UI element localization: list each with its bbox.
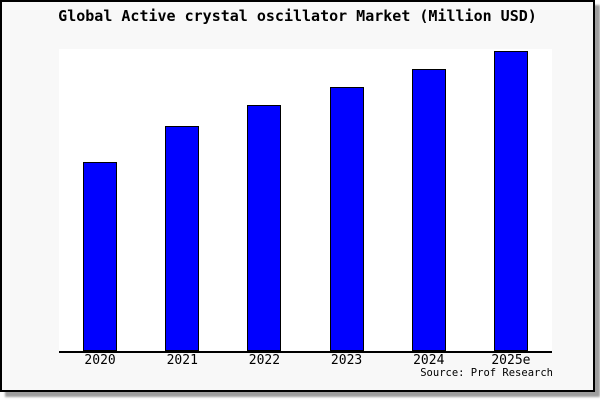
bar-2022 bbox=[247, 105, 282, 351]
x-tick-label-2023: 2023 bbox=[330, 353, 363, 368]
bar-2020 bbox=[83, 162, 118, 351]
x-tick-label-2024: 2024 bbox=[413, 353, 445, 368]
chart-title: Global Active crystal oscillator Market … bbox=[58, 7, 537, 25]
plot-area bbox=[59, 49, 552, 353]
x-tick-label-2020: 2020 bbox=[84, 353, 116, 368]
bar-2024 bbox=[411, 69, 446, 351]
chart-figure: Global Active crystal oscillator Market … bbox=[0, 0, 595, 392]
source-note: Source: Prof Research bbox=[420, 367, 553, 379]
x-tick-label-2021: 2021 bbox=[166, 353, 198, 368]
bar-2025e bbox=[493, 51, 528, 351]
bar-2021 bbox=[165, 126, 200, 351]
bar-2023 bbox=[329, 87, 364, 351]
x-tick-label-2025e: 2025e bbox=[491, 353, 531, 368]
x-tick-label-2022: 2022 bbox=[248, 353, 281, 368]
